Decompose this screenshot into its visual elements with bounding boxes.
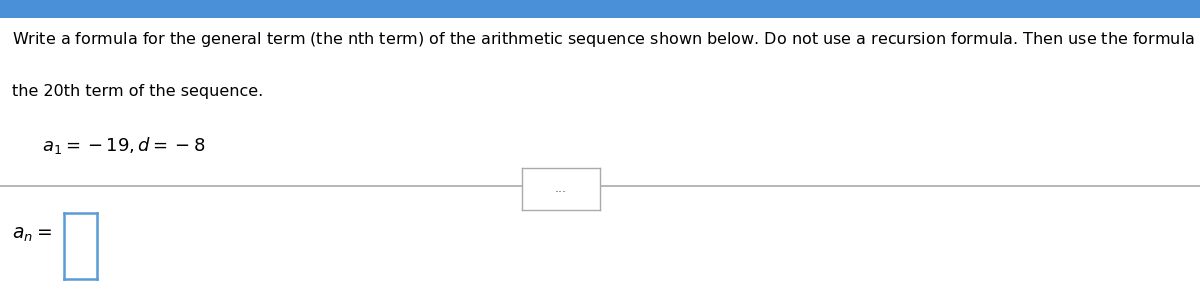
Text: $a_1 = -19, d = -8$: $a_1 = -19, d = -8$ (42, 135, 205, 156)
Text: $a_n =$: $a_n =$ (12, 225, 52, 244)
Bar (0, 0, 1200, 18)
Text: Write a formula for the general term (the nth term) of the arithmetic sequence s: Write a formula for the general term (th… (12, 30, 1200, 49)
Text: the 20th term of the sequence.: the 20th term of the sequence. (12, 84, 263, 99)
Text: ...: ... (554, 182, 568, 196)
